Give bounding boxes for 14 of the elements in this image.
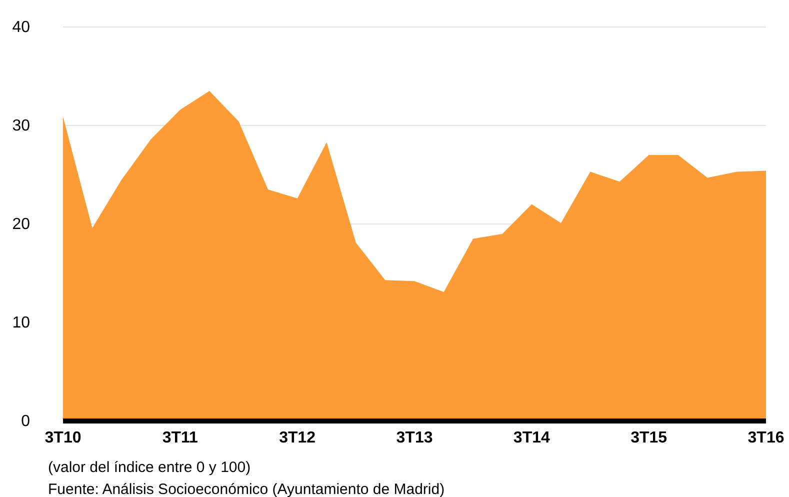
x-tick-label: 3T10 (44, 429, 82, 446)
y-tick-label: 10 (12, 314, 30, 332)
x-tick-label: 3T11 (162, 429, 198, 446)
x-tick-label: 3T13 (396, 429, 433, 446)
x-tick-label: 3T15 (630, 429, 668, 446)
y-tick-label: 40 (12, 19, 30, 36)
x-tick-label: 3T16 (748, 429, 784, 446)
source-note: Fuente: Análisis Socioeconómico (Ayuntamiento de Madrid) (48, 481, 445, 497)
x-tick-label: 3T14 (513, 429, 550, 446)
x-tick-label: 3T12 (279, 429, 316, 446)
y-tick-label: 30 (12, 118, 30, 135)
y-tick-label: 20 (12, 216, 30, 234)
text: (valor del índice entre 0 y 100) (48, 459, 251, 476)
y-tick-label: 0 (21, 413, 30, 430)
